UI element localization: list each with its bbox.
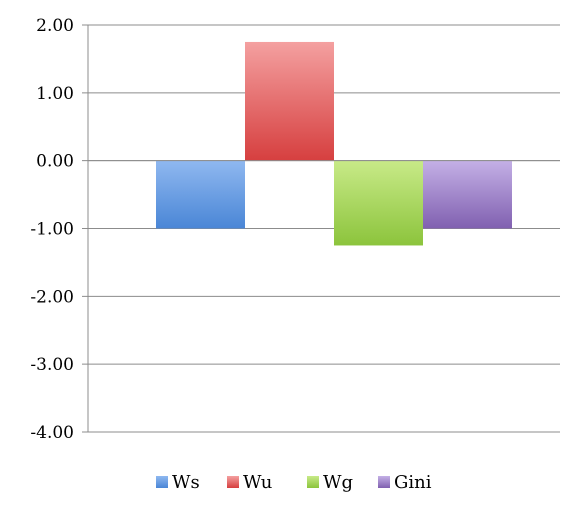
legend: Ws Wu Wg Gini [156,472,432,493]
legend-swatch-wu [227,476,239,488]
y-tick-label: -4.00 [30,423,74,443]
legend-label-wg: Wg [323,472,353,493]
y-tick-label: 1.00 [36,84,74,104]
y-tick-label: -2.00 [30,287,74,307]
bar-wu [245,41,334,161]
legend-swatch-wg [307,476,319,488]
legend-label-gini: Gini [394,472,432,493]
y-tick-label: 2.00 [36,16,74,36]
bar-gini [423,160,512,229]
bar-ws [156,160,245,229]
legend-label-ws: Ws [172,472,200,493]
legend-swatch-ws [156,476,168,488]
legend-label-wu: Wu [243,472,272,493]
y-tick-label: 0.00 [36,152,74,172]
y-axis: 2.00 1.00 0.00 -1.00 -2.00 -3.00 -4.00 [30,16,89,443]
y-tick-label: -1.00 [30,220,74,240]
bars [88,41,560,246]
y-tick-label: -3.00 [30,355,74,375]
legend-swatch-gini [378,476,390,488]
bar-wg [334,160,423,246]
